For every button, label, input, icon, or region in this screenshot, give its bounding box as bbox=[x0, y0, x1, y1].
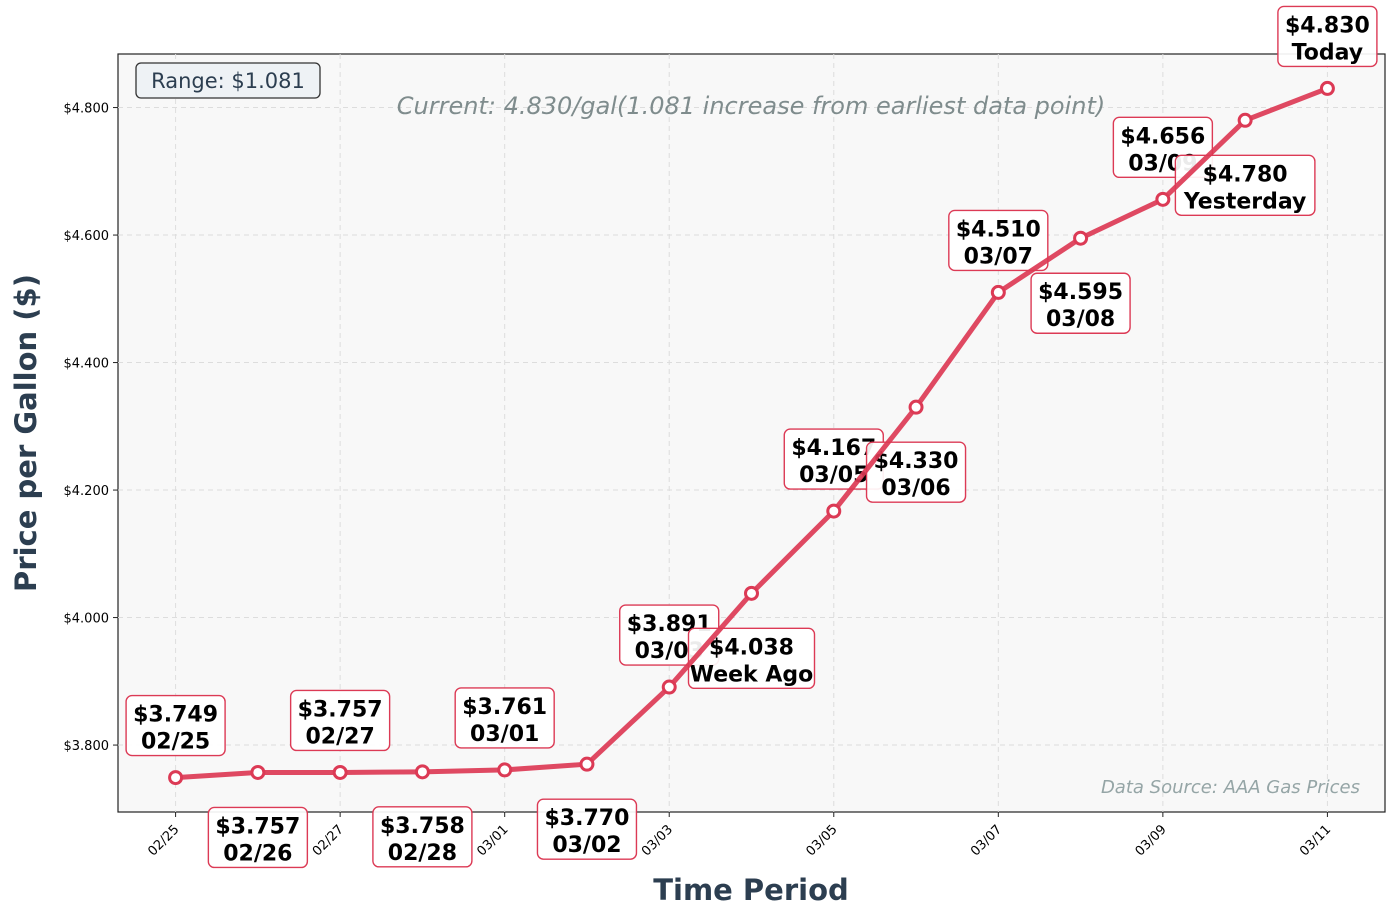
point-label-box bbox=[1030, 272, 1131, 334]
point-label-price: $4.595 bbox=[1038, 280, 1123, 305]
data-point bbox=[826, 503, 842, 519]
data-point bbox=[744, 585, 759, 601]
point-label-box bbox=[289, 689, 391, 752]
point-label-date: 03/08 bbox=[1046, 307, 1115, 332]
x-tick-label: 02/27 bbox=[310, 822, 347, 859]
y-tick-label: $4.000 bbox=[64, 612, 110, 627]
data-point bbox=[1319, 80, 1335, 96]
data-point bbox=[1155, 191, 1171, 207]
data-point bbox=[332, 764, 348, 780]
data-point bbox=[1073, 230, 1089, 246]
y-tick-label: $3.800 bbox=[64, 739, 110, 754]
point-label-price: $4.167 bbox=[791, 436, 876, 461]
point-label-price: $3.758 bbox=[380, 814, 465, 839]
source-note: Data Source: AAA Gas Prices bbox=[1101, 777, 1360, 798]
data-point bbox=[579, 756, 595, 772]
data-point bbox=[497, 762, 513, 778]
data-point bbox=[250, 764, 266, 780]
x-tick-label: 03/07 bbox=[968, 822, 1005, 859]
point-labels: $3.74902/25$3.75702/26$3.75702/27$3.7580… bbox=[125, 5, 1378, 869]
point-label-box bbox=[948, 209, 1049, 272]
point-label-box bbox=[207, 806, 309, 869]
x-tick-label: 03/11 bbox=[1297, 822, 1334, 859]
y-tick-label: $4.800 bbox=[64, 102, 110, 117]
point-label-box bbox=[125, 694, 226, 757]
point-label-date: 02/25 bbox=[141, 730, 210, 755]
point-label-price: $4.038 bbox=[709, 635, 794, 660]
range-text: Range: $1.081 bbox=[151, 69, 305, 93]
point-label-price: $4.656 bbox=[1120, 124, 1205, 149]
point-label-price: $3.757 bbox=[298, 697, 383, 722]
data-point bbox=[1237, 112, 1253, 128]
y-axis-label: Price per Gallon ($) bbox=[9, 274, 43, 592]
y-tick-label: $4.600 bbox=[64, 229, 110, 244]
x-axis-ticks: 02/25 02/27 03/01 03/03 03/05 03/07 03/09 03/11 bbox=[145, 812, 1334, 859]
point-label-date: 02/27 bbox=[306, 724, 375, 749]
point-label-price: $4.830 bbox=[1285, 13, 1370, 38]
data-point bbox=[908, 399, 924, 415]
current-annotation: Current: 4.830/gal(1.081 increase from e… bbox=[397, 92, 1105, 120]
point-label-box bbox=[454, 687, 555, 749]
x-axis-label: Time Period bbox=[653, 873, 849, 907]
x-tick-label: 03/01 bbox=[474, 822, 511, 859]
point-label-price: $4.510 bbox=[956, 217, 1041, 242]
point-label-price: $4.780 bbox=[1203, 162, 1288, 187]
point-label-date: 02/26 bbox=[223, 841, 292, 866]
range-box: Range: $1.081 bbox=[135, 62, 321, 99]
point-label-price: $3.757 bbox=[215, 814, 300, 839]
data-point bbox=[414, 764, 430, 780]
point-label-box bbox=[1277, 5, 1378, 68]
point-label-date: 02/28 bbox=[388, 841, 457, 866]
point-label-box bbox=[687, 627, 816, 690]
point-label-price: $3.761 bbox=[462, 695, 547, 720]
point-label-box bbox=[536, 798, 638, 860]
point-label-date: Yesterday bbox=[1183, 189, 1306, 214]
data-point bbox=[990, 284, 1006, 300]
point-label-date: 03/01 bbox=[470, 722, 539, 747]
point-label-date: 03/07 bbox=[964, 244, 1033, 269]
point-label-price: $4.330 bbox=[874, 449, 959, 474]
y-tick-label: $4.200 bbox=[64, 484, 110, 499]
point-label-price: $3.770 bbox=[545, 806, 630, 831]
y-axis-ticks: $3.800 $4.000 $4.200 $4.400 $4.600 $4.800 bbox=[64, 102, 118, 754]
point-label-box bbox=[372, 806, 473, 868]
x-tick-label: 02/25 bbox=[145, 822, 182, 859]
point-label-price: $3.749 bbox=[133, 703, 218, 728]
x-tick-label: 03/05 bbox=[804, 822, 841, 859]
data-point bbox=[168, 770, 184, 786]
point-label-date: 03/02 bbox=[552, 833, 621, 858]
price-series bbox=[168, 80, 1335, 786]
x-tick-label: 03/03 bbox=[639, 822, 676, 859]
x-tick-label: 03/09 bbox=[1133, 822, 1170, 859]
data-point bbox=[661, 679, 677, 695]
point-label-date: Week Ago bbox=[690, 662, 814, 687]
point-label-date: Today bbox=[1292, 40, 1363, 65]
point-label-date: 03/06 bbox=[881, 476, 950, 501]
y-tick-label: $4.400 bbox=[64, 357, 110, 372]
